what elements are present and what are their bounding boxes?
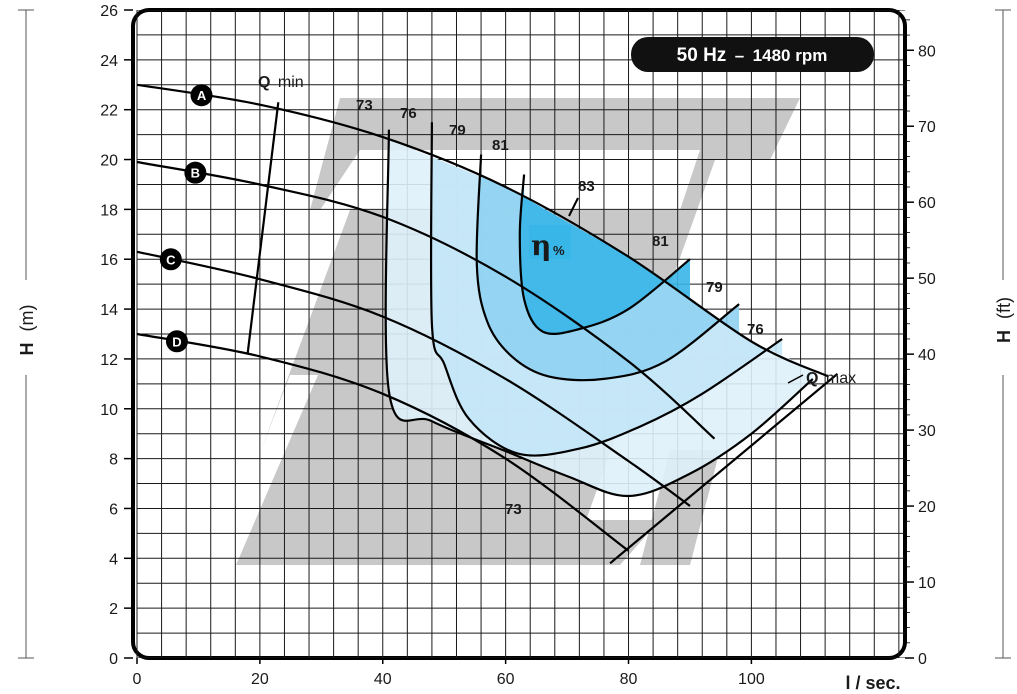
efficiency-contour-79	[475, 154, 740, 382]
eff-label-73-top: 73	[356, 97, 373, 114]
pump-curve-C	[136, 250, 691, 507]
x-tick-label: 20	[251, 671, 269, 688]
y-tick-label: 24	[100, 53, 118, 70]
eff-label-79-right: 79	[706, 279, 723, 296]
y-left-label-text: H (m)	[17, 305, 37, 356]
y2-tick-label: 80	[918, 43, 936, 60]
curve-labels: A B C D	[159, 84, 213, 353]
y2-tick-label: 20	[918, 499, 936, 516]
curve-label-B: B	[191, 166, 200, 181]
y-tick-label: 20	[100, 153, 118, 170]
y-tick-label: 22	[100, 103, 118, 120]
y-tick-label: 6	[109, 501, 118, 518]
y-right-label-text: H (ft)	[994, 297, 1014, 343]
speed-badge-bg	[631, 37, 874, 72]
efficiency-symbol-eta: η	[531, 229, 551, 262]
y-tick-label: 8	[109, 452, 118, 469]
y-tick-label: 14	[100, 302, 118, 319]
curve-label-C: C	[166, 252, 176, 267]
q-min-q: Q	[258, 74, 270, 91]
x-tick-label: 0	[133, 671, 142, 688]
badge-dash: –	[735, 46, 744, 65]
efficiency-labels: 73 76 79 81 83 81 79 76 73	[356, 97, 764, 518]
badge-speed: 1480 rpm	[753, 46, 828, 65]
y-tick-label: 10	[100, 402, 118, 419]
pump-curve-B	[136, 160, 716, 440]
eff-83-leader	[568, 197, 579, 217]
plot-area	[136, 10, 905, 658]
q-max-q: Q	[806, 370, 818, 387]
q-max-leader	[787, 374, 804, 384]
y-tick-label: 26	[100, 3, 118, 20]
eff-label-76-right: 76	[747, 321, 764, 338]
curve-badge-A	[190, 84, 213, 107]
efficiency-symbol: η %	[529, 225, 571, 262]
eff-label-79-top: 79	[449, 122, 466, 139]
y2-tick-label: 60	[918, 195, 936, 212]
curve-badge-C	[159, 248, 182, 271]
x-tick-label: 60	[497, 671, 515, 688]
y2-tick-label: 0	[918, 651, 927, 668]
efficiency-regions	[385, 122, 813, 497]
q-min-label: Q min	[258, 74, 304, 91]
curve-badge-D	[165, 330, 188, 353]
y-tick-label: 18	[100, 202, 118, 219]
curve-label-A: A	[197, 88, 207, 103]
y-axis-label-right: H (ft)	[994, 9, 1014, 659]
efficiency-contour-76	[429, 122, 783, 457]
pump-curve-D	[136, 332, 630, 552]
y2-tick-label: 70	[918, 119, 936, 136]
y-left-label-unit: (m)	[17, 305, 37, 332]
y-right-label-unit: (ft)	[994, 297, 1014, 319]
x-tick-label: 100	[738, 671, 765, 688]
y-tick-label: 2	[109, 601, 118, 618]
y2-tick-label: 10	[918, 575, 936, 592]
q-min-text: min	[278, 74, 304, 91]
q-max-text: max	[826, 370, 856, 387]
q-max-label: Q max	[806, 370, 856, 387]
efficiency-contour-73	[384, 129, 814, 498]
eff-label-83: 83	[578, 178, 595, 195]
y-tick-label: 12	[100, 352, 118, 369]
efficiency-symbol-unit: %	[553, 243, 565, 258]
efficiency-contours	[384, 122, 814, 498]
y-tick-label: 16	[100, 252, 118, 269]
eff-label-81-top: 81	[492, 137, 509, 154]
eff-label-73-bottom: 73	[505, 501, 522, 518]
curve-badge-B	[184, 161, 207, 184]
y-axis-label-left: H (m)	[17, 9, 37, 659]
pump-curve-A	[136, 83, 829, 378]
y-tick-label: 4	[109, 551, 118, 568]
y-left-label-main: H	[17, 343, 37, 356]
x-tick-label: 80	[620, 671, 638, 688]
y-tick-label: 0	[109, 651, 118, 668]
eff-label-76-top: 76	[400, 105, 417, 122]
q-min-line	[246, 102, 280, 355]
efficiency-symbol-bg	[529, 225, 571, 259]
x-axis-label: l / sec.	[845, 673, 900, 693]
y2-tick-labels: 0 10 20 30 40 50 60 70 80	[905, 19, 936, 668]
x-tick-label: 40	[374, 671, 392, 688]
eff-label-81-right: 81	[652, 233, 669, 250]
y2-tick-label: 30	[918, 423, 936, 440]
speed-badge: 50 Hz – 1480 rpm	[631, 37, 874, 72]
q-max-line	[609, 373, 839, 565]
y-right-label-main: H	[994, 330, 1014, 343]
y2-tick-label: 50	[918, 271, 936, 288]
q-limit-lines	[246, 102, 839, 565]
efficiency-contour-81	[518, 174, 691, 336]
pump-curves	[136, 83, 829, 552]
x-tick-labels: 0 20 40 60 80 100	[133, 658, 765, 688]
curve-label-D: D	[172, 334, 181, 349]
badge-frequency: 50 Hz	[677, 45, 727, 66]
y2-tick-label: 40	[918, 347, 936, 364]
speed-badge-text: 50 Hz – 1480 rpm	[677, 45, 828, 66]
